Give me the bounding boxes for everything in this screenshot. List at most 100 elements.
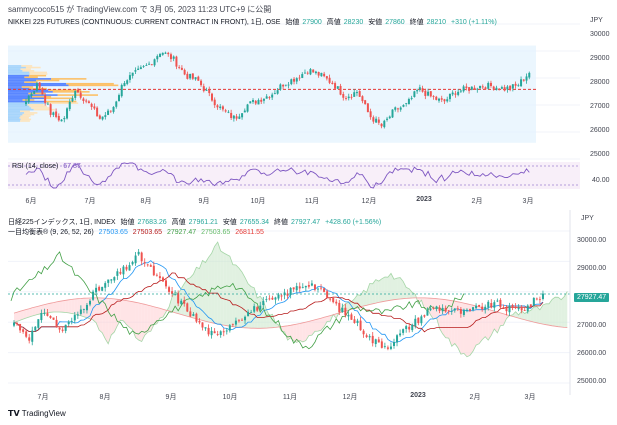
candle-body: [505, 307, 508, 312]
candle-body: [238, 116, 241, 119]
kumo-cloud: [71, 299, 75, 315]
senkou-b-value: 26811.55: [235, 229, 264, 236]
profile-bar: [28, 74, 47, 77]
candle-body: [60, 119, 63, 122]
top-x-tick: 2023: [416, 196, 432, 203]
candle-body: [169, 54, 172, 60]
profile-bar: [20, 120, 30, 122]
candle-body: [377, 119, 380, 123]
kumo-cloud: [302, 322, 306, 342]
profile-bar: [29, 73, 48, 75]
candle-body: [353, 319, 356, 323]
kumo-cloud: [546, 303, 550, 326]
candle-body: [368, 336, 371, 338]
candle-body: [371, 335, 374, 344]
kumo-cloud: [193, 267, 197, 319]
kumo-cloud: [232, 264, 236, 327]
candle-body: [148, 63, 151, 65]
kumo-cloud: [527, 310, 531, 322]
candle-body: [61, 329, 64, 331]
candle-body: [232, 115, 235, 119]
kumo-cloud: [135, 302, 139, 341]
candle-body: [161, 52, 164, 55]
futures-chart[interactable]: [0, 14, 617, 214]
candle-body: [303, 72, 306, 74]
kumo-cloud: [242, 272, 246, 328]
tradingview-logo[interactable]: 𝗧𝗩 TradingView: [8, 409, 66, 418]
candle-body: [186, 303, 189, 312]
candle-body: [46, 103, 49, 105]
top-y-tick: 29000: [590, 55, 610, 62]
candle-body: [389, 346, 392, 349]
bottom-x-tick: 12月: [342, 394, 358, 401]
candle-body: [230, 112, 233, 118]
kumo-cloud: [503, 313, 507, 326]
candle-body: [274, 297, 277, 300]
kumo-cloud: [29, 307, 33, 317]
candle-body: [286, 293, 289, 296]
profile-bar: [8, 65, 22, 67]
candle-body: [201, 322, 204, 328]
kumo-cloud: [314, 319, 318, 332]
candle-body: [440, 98, 443, 100]
kumo-cloud: [400, 277, 404, 299]
candle-body: [320, 72, 323, 77]
candle-body: [44, 95, 47, 103]
kumo-cloud: [199, 260, 203, 321]
candle-body: [189, 73, 192, 79]
top-y-tick: 26000: [590, 127, 610, 134]
kumo-cloud: [44, 303, 48, 314]
candle-body: [356, 320, 359, 324]
kumo-cloud: [512, 311, 516, 318]
senkou-b-line: [13, 297, 568, 329]
kumo-cloud: [390, 273, 394, 301]
candle-body: [140, 252, 143, 262]
candle-body: [243, 110, 246, 113]
candle-body: [64, 324, 67, 331]
candle-body: [279, 84, 282, 90]
candle-body: [30, 93, 33, 97]
kumo-cloud: [214, 242, 218, 324]
candle-body: [254, 100, 257, 104]
profile-bar: [57, 94, 98, 96]
candle-body: [216, 105, 219, 108]
index-chart[interactable]: [0, 210, 617, 400]
candle-body: [394, 107, 397, 110]
candle-body: [306, 72, 309, 74]
profile-bar: [33, 108, 55, 111]
candle-body: [168, 287, 171, 292]
top-y-tick: 25000: [590, 151, 610, 158]
candle-body: [469, 309, 471, 311]
kumo-cloud: [406, 287, 410, 299]
top-currency: JPY: [590, 17, 603, 24]
kumo-cloud: [108, 298, 112, 344]
kumo-cloud: [378, 278, 382, 303]
candle-body: [228, 325, 231, 331]
candle-body: [19, 323, 22, 331]
candle-body: [104, 283, 107, 288]
candle-body: [423, 315, 426, 317]
kumo-cloud: [102, 298, 106, 339]
candle-body: [49, 104, 52, 115]
profile-bar: [8, 84, 69, 87]
kumo-cloud: [126, 300, 130, 328]
candle-body: [227, 111, 230, 113]
candle-body: [388, 116, 391, 119]
candle-body: [76, 89, 79, 93]
candle-body: [487, 301, 490, 308]
candle-body: [500, 87, 503, 89]
candle-body: [293, 78, 296, 82]
kumo-cloud: [491, 310, 495, 336]
kumo-cloud: [451, 300, 455, 347]
open-label: 始値: [285, 19, 300, 26]
candle-body: [96, 107, 99, 117]
candle-body: [189, 311, 192, 317]
profile-bar: [8, 68, 21, 70]
candle-body: [235, 116, 238, 119]
candle-body: [473, 87, 476, 90]
low-value: 27860: [385, 19, 405, 26]
candle-body: [465, 86, 468, 89]
index-title: 日経225インデックス, 1日, INDEX 始値 27683.26 高値 2796…: [8, 217, 384, 227]
profile-bar: [20, 118, 32, 121]
candle-body: [183, 69, 186, 75]
